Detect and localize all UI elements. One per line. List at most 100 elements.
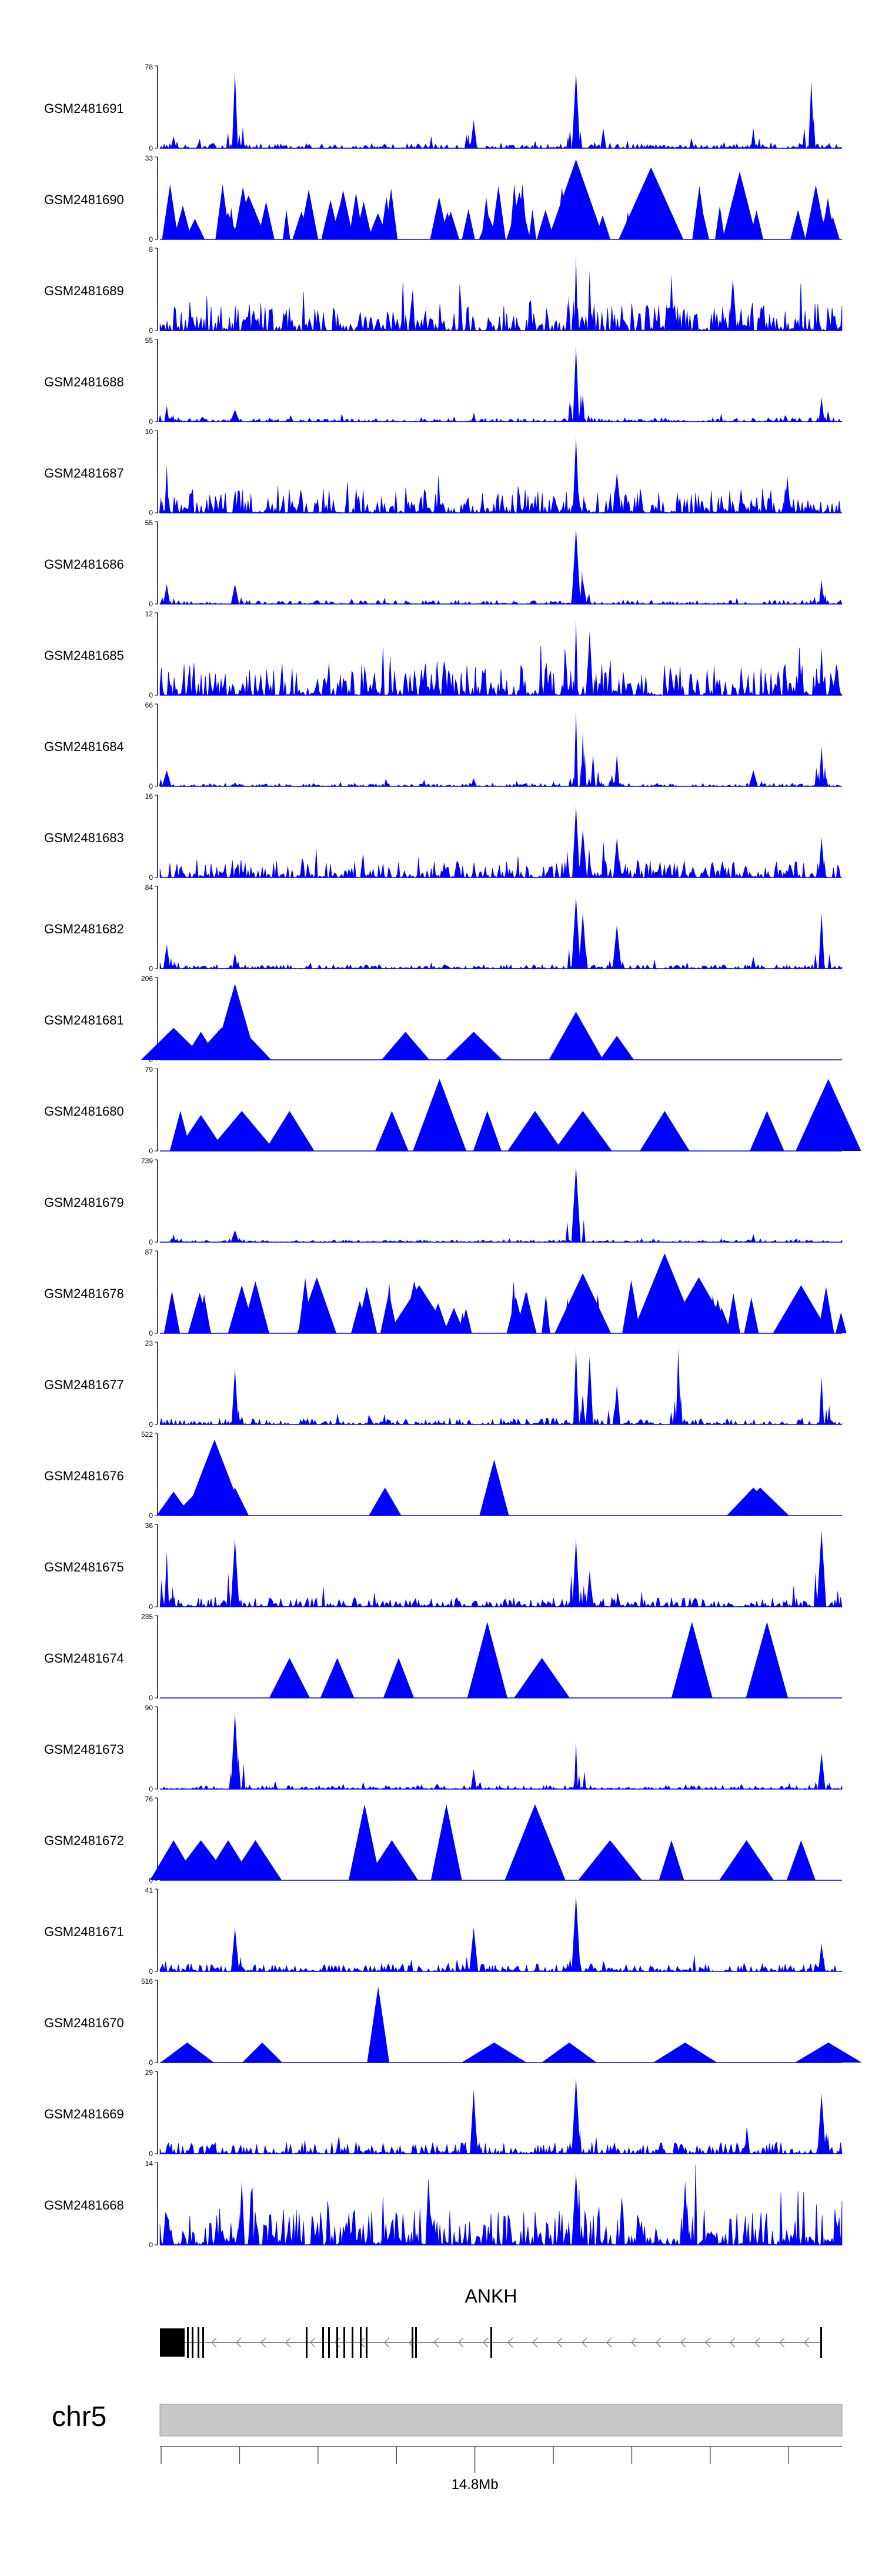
signal-coverage	[159, 282, 843, 332]
signal-peak	[185, 1439, 244, 1516]
signal-peak	[475, 2132, 479, 2154]
signal-peak	[756, 965, 760, 969]
signal-peak	[515, 1291, 537, 1333]
signal-peak	[258, 202, 275, 239]
signal-peak	[587, 688, 592, 695]
signal-peak	[819, 1376, 824, 1424]
y-axis-min-label: 0	[149, 1329, 153, 1337]
signal-peak	[566, 861, 570, 877]
signal-peak	[164, 465, 169, 513]
signal-peak	[587, 415, 591, 422]
signal-peak	[163, 596, 167, 604]
y-axis-max-label: 36	[145, 1521, 153, 1530]
y-axis-min-label: 0	[149, 235, 153, 243]
signal-peak	[242, 2043, 283, 2063]
signal-peak	[572, 805, 580, 877]
signal-peak	[586, 596, 590, 604]
signal-peak	[579, 1590, 583, 1607]
signal-peak	[573, 436, 580, 513]
signal-peak	[669, 274, 674, 331]
signal-peak	[574, 1387, 578, 1424]
signal-peak	[235, 784, 239, 786]
track-label: GSM2481681	[44, 1013, 124, 1027]
signal-peak	[575, 687, 579, 695]
signal-peak	[790, 209, 806, 239]
signal-peak	[592, 780, 596, 786]
signal-peak	[664, 303, 669, 331]
signal-peak	[568, 778, 572, 786]
signal-peak	[320, 1658, 355, 1698]
track-GSM2481686: GSM2481686 55 0	[44, 519, 843, 608]
signal-peak	[600, 1036, 634, 1060]
signal-peak	[653, 2043, 717, 2063]
track-GSM2481691: GSM2481691 78 0	[44, 63, 843, 152]
signal-peak	[385, 1283, 394, 1333]
signal-peak	[751, 1238, 755, 1242]
signal-peak	[576, 1216, 580, 1242]
y-axis-min-label: 0	[149, 1603, 153, 1611]
signal-peak	[609, 500, 613, 513]
signal-peak	[760, 965, 764, 969]
signal-peak	[817, 1780, 821, 1789]
signal-peak	[445, 1032, 503, 1060]
signal-peak	[227, 208, 235, 239]
signal-peak	[232, 2238, 236, 2245]
y-axis-max-label: 516	[141, 1977, 153, 1986]
y-axis-min-label: 0	[149, 600, 153, 608]
strand-arrow	[532, 2337, 538, 2348]
axis-ticks	[160, 2446, 842, 2473]
signal-peak	[820, 1410, 824, 1424]
y-axis-max-label: 55	[145, 519, 153, 527]
signal-peak	[231, 1368, 239, 1424]
signal-peak	[470, 1769, 477, 1789]
signal-peak	[572, 301, 576, 331]
signal-coverage	[159, 137, 843, 149]
signal-peak	[794, 2043, 862, 2063]
signal-peak	[228, 1238, 232, 1242]
signal-peak	[476, 1784, 480, 1789]
y-axis-max-label: 33	[145, 154, 153, 162]
signal-peak	[159, 779, 163, 786]
signal-peak	[579, 765, 583, 786]
signal-peak	[232, 72, 238, 148]
signal-peak	[572, 2173, 581, 2245]
signal-peak	[824, 2132, 828, 2154]
signal-peak	[282, 209, 290, 239]
signal-peak	[233, 123, 237, 148]
track-label: GSM2481689	[44, 283, 124, 298]
strand-arrow	[581, 2337, 587, 2348]
signal-peak	[751, 1234, 756, 1242]
signal-peak	[583, 1593, 587, 1607]
signal-peak	[171, 1587, 175, 1607]
signal-peak	[582, 2235, 586, 2245]
track-GSM2481673: GSM2481673 90 0	[44, 1704, 843, 1793]
signal-peak	[169, 957, 173, 969]
signal-peak	[773, 1285, 830, 1333]
signal-peak	[811, 601, 815, 604]
signal-peak	[467, 1621, 507, 1698]
track-GSM2481685: GSM2481685 12 0	[44, 610, 843, 699]
signal-peak	[473, 785, 477, 786]
signal-peak	[463, 785, 467, 786]
signal-peak	[163, 1291, 181, 1333]
signal-peak	[573, 345, 579, 422]
track-label: GSM2481683	[44, 830, 124, 845]
track-label: GSM2481688	[44, 375, 124, 389]
signal-coverage	[159, 779, 842, 787]
signal-peak	[558, 199, 579, 239]
signal-peak	[820, 1578, 824, 1607]
signal-peak	[608, 142, 612, 148]
signal-peak	[745, 782, 749, 786]
signal-peak	[164, 405, 169, 422]
signal-peak	[514, 1658, 570, 1698]
signal-coverage	[159, 646, 843, 696]
signal-peak	[579, 948, 583, 969]
exon	[490, 2327, 492, 2358]
signal-peak	[684, 2224, 689, 2245]
signal-coverage	[160, 1238, 843, 1243]
y-axis-min-label: 0	[149, 1147, 153, 1155]
signal-peak	[473, 1784, 477, 1789]
signal-peak	[608, 780, 612, 786]
signal-peak	[473, 1111, 502, 1151]
signal-peak	[237, 134, 241, 148]
